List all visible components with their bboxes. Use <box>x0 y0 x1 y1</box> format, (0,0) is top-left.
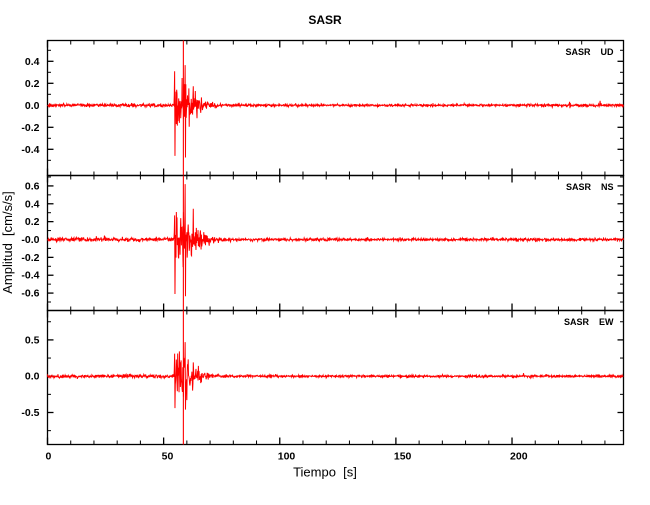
svg-text:-0.4: -0.4 <box>21 144 39 156</box>
svg-text:Tiempo [s]: Tiempo [s] <box>293 465 357 480</box>
svg-text:50: 50 <box>162 451 174 463</box>
svg-text:Amplitud [cm/s/s]: Amplitud [cm/s/s] <box>0 191 15 294</box>
svg-text:-0.6: -0.6 <box>21 288 39 300</box>
svg-text:-0.5: -0.5 <box>21 407 39 419</box>
svg-text:0.0: 0.0 <box>25 100 40 112</box>
svg-text:0: 0 <box>46 451 52 463</box>
svg-text:200: 200 <box>510 451 528 463</box>
svg-text:SASR: SASR <box>308 13 342 27</box>
svg-text:100: 100 <box>278 451 296 463</box>
svg-text:SASR EW: SASR EW <box>564 317 614 327</box>
svg-text:0.2: 0.2 <box>25 78 40 90</box>
svg-text:-0.2: -0.2 <box>21 122 39 134</box>
svg-text:0.2: 0.2 <box>25 216 40 228</box>
svg-text:-0.0: -0.0 <box>21 234 39 246</box>
svg-text:-0.4: -0.4 <box>21 270 39 282</box>
svg-text:0.4: 0.4 <box>25 56 40 68</box>
svg-text:0.4: 0.4 <box>25 198 40 210</box>
svg-text:0.5: 0.5 <box>25 334 40 346</box>
svg-text:150: 150 <box>394 451 412 463</box>
svg-text:0.0: 0.0 <box>25 371 40 383</box>
svg-text:SASR UD: SASR UD <box>565 47 614 57</box>
svg-text:0.6: 0.6 <box>25 180 40 192</box>
svg-text:SASR NS: SASR NS <box>566 182 614 192</box>
svg-text:-0.2: -0.2 <box>21 252 39 264</box>
